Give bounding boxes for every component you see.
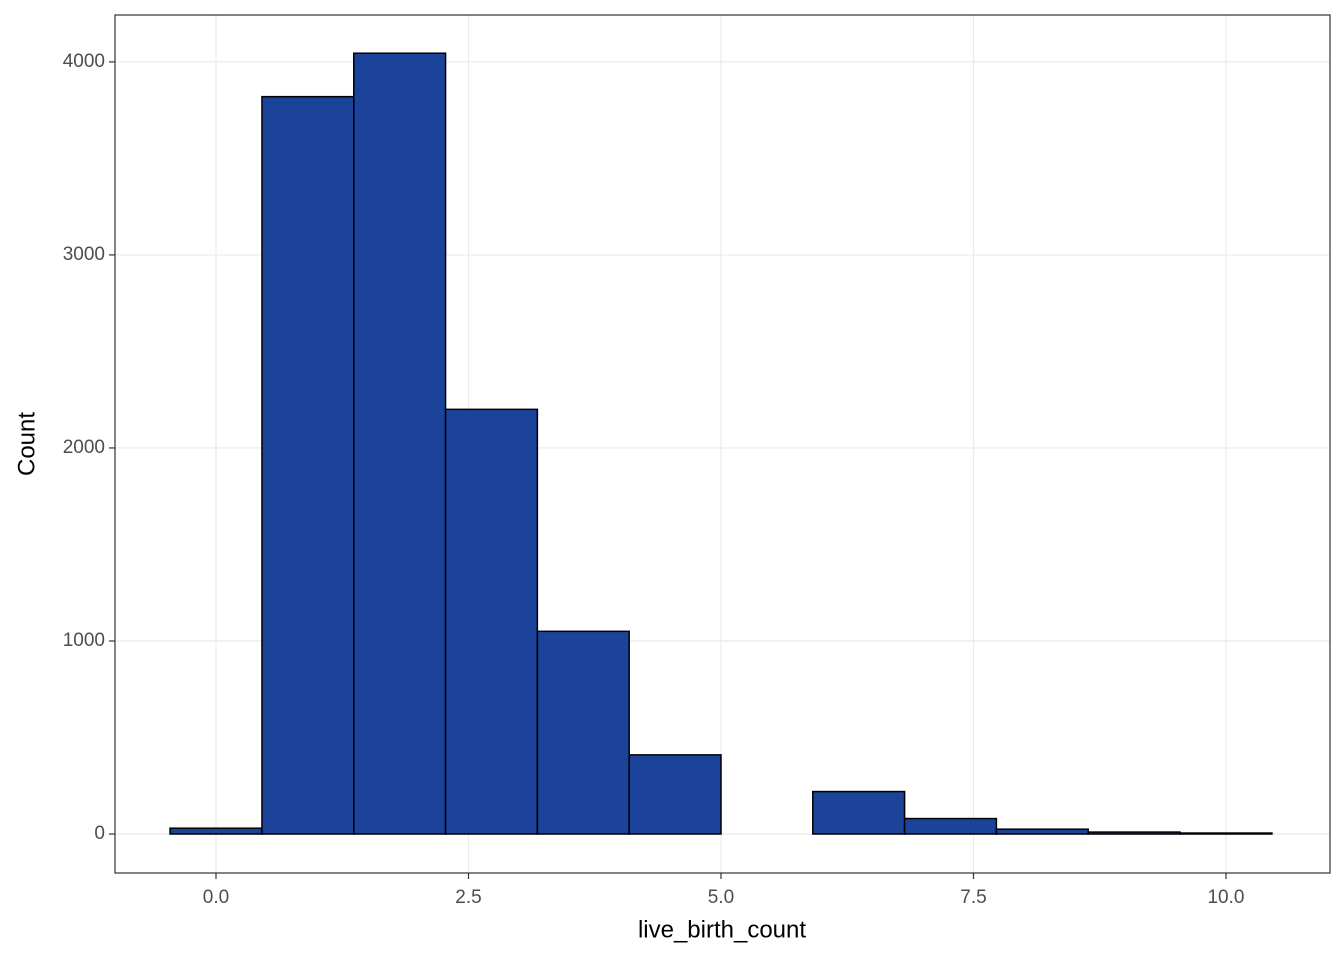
- bar: [628, 754, 722, 835]
- bar: [261, 95, 355, 835]
- bar: [903, 817, 998, 835]
- bar: [353, 52, 447, 835]
- y-tick-label: 4000: [63, 51, 105, 72]
- x-tick-label: 0.0: [203, 887, 229, 908]
- bar: [169, 827, 263, 835]
- y-axis-title: Count: [13, 412, 40, 476]
- panel-border: [114, 14, 1331, 874]
- x-tick-label: 2.5: [455, 887, 481, 908]
- x-tick-label: 7.5: [960, 887, 986, 908]
- bar: [444, 408, 539, 835]
- y-tick-label: 1000: [63, 630, 105, 651]
- bars: [169, 52, 1273, 835]
- x-tick-label: 5.0: [708, 887, 734, 908]
- bar: [536, 630, 630, 835]
- y-tick-label: 0: [94, 823, 105, 844]
- axes: 0 1000 2000 3000 4000 0.0 2.5 5.0 7.5 10.0: [63, 51, 1245, 908]
- bar: [995, 828, 1089, 835]
- y-tick-label: 2000: [63, 437, 105, 458]
- bar: [1179, 832, 1273, 835]
- bar: [1087, 831, 1181, 835]
- x-tick-label: 10.0: [1207, 887, 1244, 908]
- x-axis-title: live_birth_count: [638, 916, 806, 943]
- bar: [812, 790, 906, 835]
- y-tick-label: 3000: [63, 244, 105, 265]
